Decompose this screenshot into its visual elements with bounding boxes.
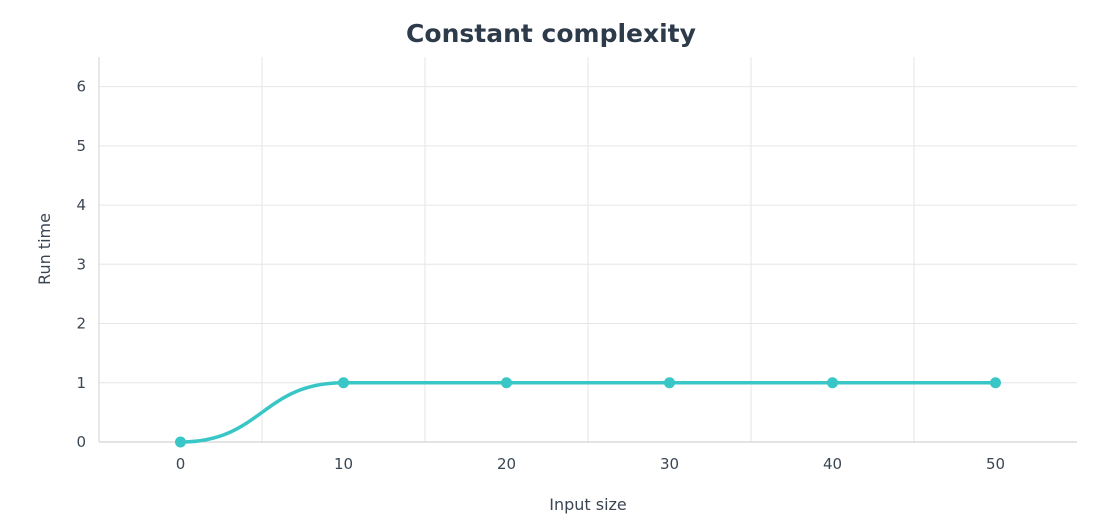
x-tick-label: 40 bbox=[823, 455, 842, 473]
chart-title: Constant complexity bbox=[406, 19, 696, 48]
y-tick-label: 0 bbox=[76, 433, 86, 451]
y-tick-label: 5 bbox=[76, 137, 86, 155]
x-tick-label: 30 bbox=[660, 455, 679, 473]
data-point[interactable] bbox=[338, 377, 349, 389]
x-tick-label: 20 bbox=[497, 455, 516, 473]
y-tick-label: 1 bbox=[76, 374, 86, 392]
grid bbox=[99, 57, 1077, 442]
data-point[interactable] bbox=[990, 377, 1001, 389]
y-tick-label: 2 bbox=[76, 315, 86, 333]
x-tick-label: 50 bbox=[986, 455, 1005, 473]
data-point[interactable] bbox=[175, 436, 186, 448]
y-axis-label: Run time bbox=[35, 213, 54, 285]
series-line bbox=[178, 381, 998, 444]
data-point[interactable] bbox=[664, 377, 675, 389]
y-tick-label: 4 bbox=[76, 196, 86, 214]
y-tick-labels: 0 1 2 3 4 5 6 bbox=[76, 78, 86, 451]
data-point[interactable] bbox=[827, 377, 838, 389]
y-tick-label: 3 bbox=[76, 255, 86, 273]
x-tick-labels: 0 10 20 30 40 50 bbox=[176, 455, 1005, 473]
x-tick-label: 10 bbox=[334, 455, 353, 473]
y-tick-label: 6 bbox=[76, 78, 86, 96]
x-axis-label: Input size bbox=[549, 495, 627, 514]
data-point[interactable] bbox=[501, 377, 512, 389]
series bbox=[175, 377, 1001, 448]
x-tick-label: 0 bbox=[176, 455, 186, 473]
axes bbox=[98, 57, 1077, 443]
